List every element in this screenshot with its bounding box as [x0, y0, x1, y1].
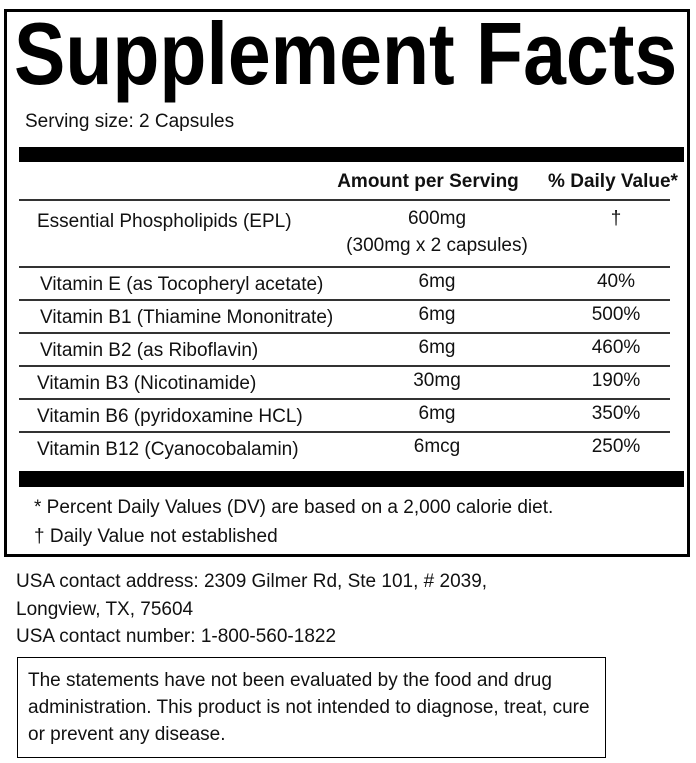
facts-panel: [4, 9, 690, 557]
thick-bar: [19, 147, 684, 162]
daily-value: 500%: [591, 304, 641, 325]
nutrient-name: Essential Phospholipids (EPL): [37, 211, 292, 232]
row-rule: [19, 332, 670, 334]
daily-value: 250%: [591, 436, 641, 457]
nutrient-name: Vitamin B3 (Nicotinamide): [37, 373, 257, 394]
amount: 6mg: [418, 403, 456, 424]
daily-value: 190%: [591, 370, 641, 391]
row-rule: [19, 299, 670, 301]
contact-line: USA contact address: 2309 Gilmer Rd, Ste…: [16, 571, 488, 592]
amount: 600mg: [407, 208, 467, 229]
row-rule: [19, 266, 670, 268]
amount-note: (300mg x 2 capsules): [346, 235, 528, 256]
nutrient-name: Vitamin B12 (Cyanocobalamin): [37, 439, 299, 460]
contact-line: USA contact number: 1-800-560-1822: [16, 626, 337, 647]
amount: 6mg: [418, 337, 456, 358]
nutrient-name: Vitamin B1 (Thiamine Mononitrate): [40, 307, 334, 328]
daily-value: 460%: [591, 337, 641, 358]
header-rule: [19, 199, 670, 201]
disclaimer: The statements have not been evaluated b…: [17, 657, 606, 758]
column-header: Amount per Serving: [337, 171, 519, 192]
daily-value: 40%: [596, 271, 636, 292]
serving-size: Serving size: 2 Capsules: [25, 111, 235, 132]
footnote: † Daily Value not established: [34, 526, 278, 547]
row-rule: [19, 431, 670, 433]
thick-bar: [19, 471, 684, 487]
row-rule: [19, 365, 670, 367]
daily-value: 350%: [591, 403, 641, 424]
amount: 6mg: [418, 271, 456, 292]
contact-line: Longview, TX, 75604: [16, 599, 194, 620]
nutrient-name: Vitamin B2 (as Riboflavin): [40, 340, 259, 361]
amount: 30mg: [413, 370, 461, 391]
footnote: * Percent Daily Values (DV) are based on…: [34, 497, 554, 518]
column-header: % Daily Value*: [548, 171, 678, 192]
amount: 6mcg: [413, 436, 461, 457]
daily-value: †: [610, 208, 622, 229]
title: Supplement Facts: [14, 5, 678, 104]
nutrient-name: Vitamin B6 (pyridoxamine HCL): [37, 406, 303, 427]
amount: 6mg: [418, 304, 456, 325]
nutrient-name: Vitamin E (as Tocopheryl acetate): [40, 274, 324, 295]
row-rule: [19, 398, 670, 400]
